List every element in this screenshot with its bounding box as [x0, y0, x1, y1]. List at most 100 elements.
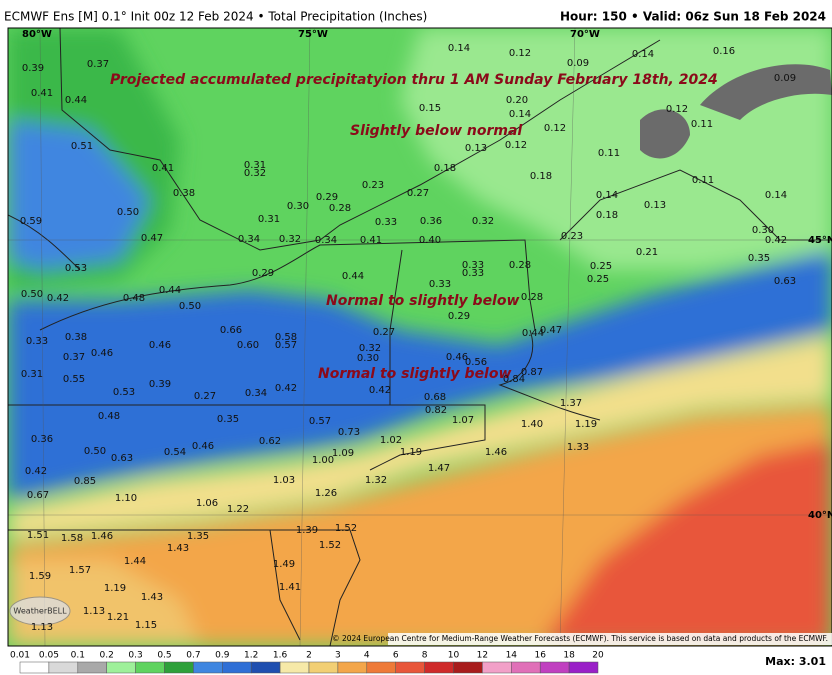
lon-label: 75°W	[298, 29, 328, 40]
precip-value: 0.73	[338, 427, 360, 438]
colorbar-tick-label: 12	[477, 651, 488, 661]
precip-value: 0.68	[424, 392, 446, 403]
colorbar-swatch	[453, 661, 483, 674]
colorbar-tick-label: 18	[563, 651, 575, 661]
precip-value: 0.33	[26, 336, 48, 347]
credit: © 2024 European Centre for Medium-Range …	[332, 634, 828, 643]
lat-label: 40°N	[808, 510, 832, 521]
precip-value: 1.15	[135, 620, 157, 631]
precip-value: 0.13	[644, 200, 666, 211]
precip-value: 0.35	[748, 253, 770, 264]
precip-value: 0.14	[632, 49, 654, 60]
precip-value: 1.13	[31, 622, 53, 633]
colorbar-swatch	[308, 661, 339, 674]
precip-value: 0.63	[111, 453, 133, 464]
colorbar-swatch	[222, 661, 252, 674]
precip-value: 0.53	[65, 263, 87, 274]
header-valid: Hour: 150 • Valid: 06z Sun 18 Feb 2024	[560, 10, 826, 24]
precip-value: 0.87	[521, 367, 543, 378]
logo	[9, 596, 71, 626]
precip-value: 1.59	[29, 571, 51, 582]
colorbar-tick-label: 6	[393, 651, 399, 661]
precip-value: 0.53	[113, 387, 135, 398]
precip-value: 0.36	[31, 434, 53, 445]
precip-value: 0.44	[65, 95, 87, 106]
colorbar-swatch	[164, 661, 194, 674]
precip-value: 0.11	[598, 148, 620, 159]
colorbar-swatch	[193, 661, 223, 674]
precip-value: 0.32	[279, 234, 301, 245]
precip-value: 1.52	[335, 523, 357, 534]
precip-value: 1.35	[187, 531, 209, 542]
value-labels: 0.39 0.37 0.41 0.44 0.51 0.41 0.38 0.50 0.59 0.47…	[20, 43, 796, 633]
precip-value: 0.47	[540, 325, 562, 336]
lat-label: 45°N	[808, 235, 832, 246]
precip-value: 0.55	[63, 374, 85, 385]
precip-value: 0.48	[98, 411, 120, 422]
colorbar-tick-label: 3	[335, 651, 341, 661]
colorbar-tick-label: 2	[306, 651, 312, 661]
colorbar: 0.01 0.05 0.1 0.2 0.3 0.5 0.7 0.9 1.2 1.6 2 3 4 6 8 10 1…	[10, 651, 604, 674]
precip-value: 0.47	[141, 233, 163, 244]
header-title: ECMWF Ens [M] 0.1° Init 00z 12 Feb 2024 …	[4, 10, 427, 24]
precip-value: 0.40	[419, 235, 441, 246]
precip-value: 0.34	[245, 388, 267, 399]
precip-value: 1.46	[485, 447, 507, 458]
precip-value: 0.28	[329, 203, 351, 214]
credit-bg	[388, 633, 832, 645]
precip-value: 1.09	[332, 448, 354, 459]
precip-value: 1.44	[124, 556, 146, 567]
precip-value: 0.18	[434, 163, 456, 174]
precip-value: 0.37	[87, 59, 109, 70]
precip-value: 0.09	[774, 73, 796, 84]
precip-value: 1.39	[296, 525, 318, 536]
precip-value: 0.29	[448, 311, 470, 322]
precip-value: 0.42	[765, 235, 787, 246]
precip-value: 0.27	[373, 327, 395, 338]
precip-value: 0.32	[244, 168, 266, 179]
precip-value: 1.13	[83, 606, 105, 617]
precip-value: 0.13	[465, 143, 487, 154]
precip-value: 0.31	[258, 214, 280, 225]
precip-value: 0.25	[587, 274, 609, 285]
precip-value: 0.41	[31, 88, 53, 99]
precip-value: 0.66	[220, 325, 242, 336]
colorbar-tick-label: 4	[364, 651, 370, 661]
precip-value: 1.21	[107, 612, 129, 623]
precip-value: 1.43	[141, 592, 163, 603]
precip-value: 0.46	[446, 352, 468, 363]
precip-value: 0.38	[173, 188, 195, 199]
boundaries	[8, 28, 832, 646]
precip-value: 0.42	[25, 466, 47, 477]
colorbar-tick-label: 14	[506, 651, 518, 661]
precip-value: 1.33	[567, 442, 589, 453]
precip-value: 0.25	[590, 261, 612, 272]
precip-value: 0.42	[275, 383, 297, 394]
precip-value: 0.46	[149, 340, 171, 351]
colorbar-swatch	[539, 661, 570, 674]
precip-value: 0.41	[152, 163, 174, 174]
precip-value: 0.46	[192, 441, 214, 452]
precip-value: 0.14	[448, 43, 470, 54]
logo-text: WeatherBELL	[13, 607, 67, 616]
precip-value: 0.41	[360, 235, 382, 246]
precip-value: 1.19	[104, 583, 126, 594]
graticule	[8, 28, 832, 646]
precip-value: 1.10	[115, 493, 137, 504]
precip-value: 0.57	[275, 340, 297, 351]
precip-value: 0.46	[91, 348, 113, 359]
precip-value: 0.11	[691, 119, 713, 130]
precip-value: 0.11	[692, 175, 714, 186]
precip-value: 1.47	[428, 463, 450, 474]
colorbar-tick-label: 16	[534, 651, 546, 661]
colorbar-swatch	[337, 661, 368, 674]
annotation: Slightly below normal	[350, 123, 522, 139]
precip-value: 0.44	[342, 271, 364, 282]
precip-value: 0.32	[472, 216, 494, 227]
precip-value: 0.33	[429, 279, 451, 290]
colorbar-tick-label: 0.9	[215, 651, 230, 661]
annotation: Projected accumulated precipitatyion thr…	[110, 72, 718, 88]
precip-value: 0.67	[27, 490, 49, 501]
precip-value: 0.84	[503, 374, 525, 385]
